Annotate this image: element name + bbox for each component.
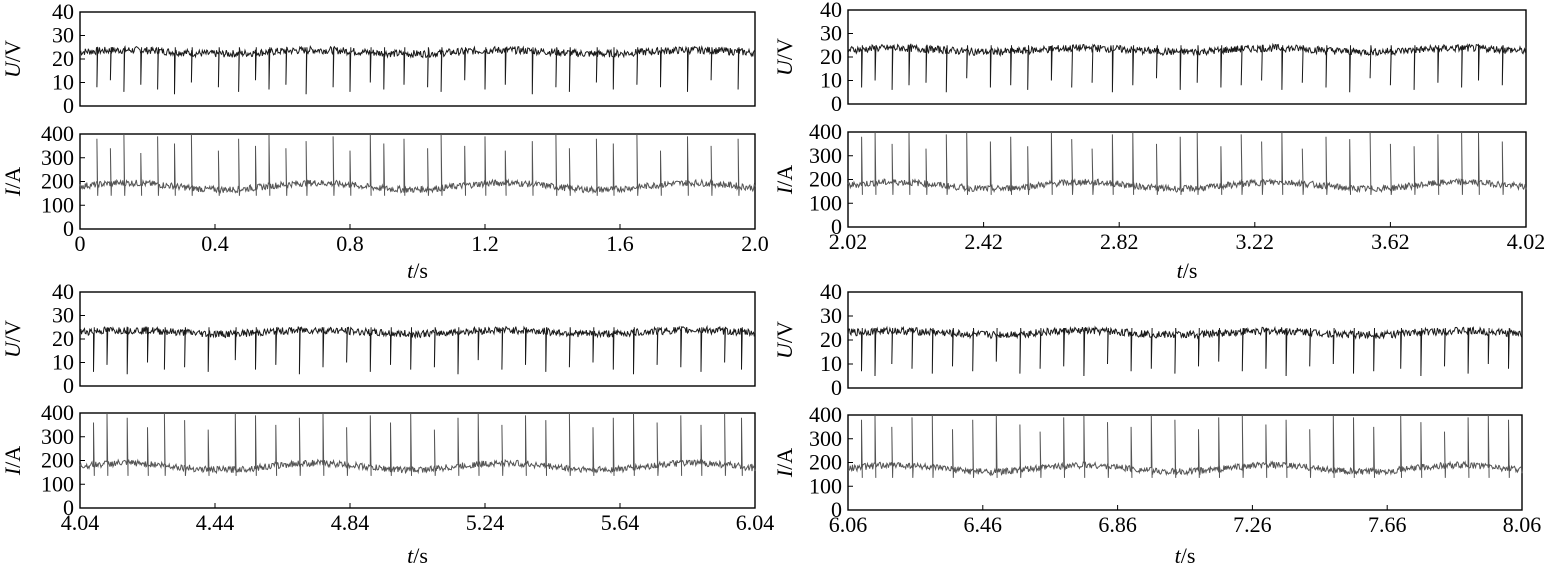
- voltage-y-tick-label: 30: [820, 21, 842, 46]
- voltage-y-tick-label: 0: [63, 93, 74, 118]
- current-y-tick-label: 400: [41, 121, 74, 146]
- current-series-line: [847, 414, 1523, 478]
- current-y-tick-label: 300: [41, 424, 74, 449]
- current-y-tick-label: 200: [41, 448, 74, 473]
- current-y-tick-label: 200: [809, 167, 842, 192]
- voltage-y-tick-label: 20: [52, 46, 74, 71]
- current-y-axis-title: I/A: [0, 167, 25, 197]
- current-y-tick-label: 100: [809, 473, 842, 498]
- current-series-line: [847, 131, 1527, 195]
- voltage-y-tick-label: 40: [820, 279, 842, 304]
- voltage-y-tick-label: 40: [820, 0, 842, 22]
- voltage-y-tick-label: 10: [820, 68, 842, 93]
- voltage-plot-frame: [847, 9, 1527, 105]
- current-y-axis-title: I/A: [0, 446, 25, 476]
- current-series-line: [79, 133, 756, 196]
- current-y-tick-label: 0: [831, 214, 842, 239]
- x-tick-label: 0.8: [336, 231, 364, 256]
- voltage-y-tick-label: 40: [52, 0, 74, 24]
- x-tick-label: 8.06: [1503, 512, 1542, 537]
- voltage-series-line: [79, 45, 756, 95]
- voltage-series-line: [847, 42, 1527, 93]
- current-y-tick-label: 300: [809, 426, 842, 451]
- x-tick-label: 6.46: [964, 512, 1003, 537]
- voltage-y-tick-label: 0: [831, 91, 842, 116]
- current-y-tick-label: 200: [41, 169, 74, 194]
- x-tick-label: 2.0: [741, 231, 769, 256]
- current-y-tick-label: 400: [41, 400, 74, 425]
- x-tick-label: 1.2: [471, 231, 499, 256]
- voltage-y-tick-label: 10: [820, 351, 842, 376]
- x-tick-label: 6.06: [829, 512, 868, 537]
- current-plot-frame: [79, 412, 756, 509]
- voltage-y-tick-label: 40: [52, 279, 74, 304]
- current-y-tick-label: 100: [41, 471, 74, 496]
- x-tick-label: 0: [75, 231, 86, 256]
- voltage-series-line: [79, 324, 756, 375]
- x-tick-label: 4.44: [196, 510, 235, 535]
- current-y-tick-label: 400: [809, 119, 842, 144]
- voltage-y-tick-label: 30: [52, 23, 74, 48]
- x-axis-title: t/s: [407, 543, 428, 568]
- x-tick-label: 7.26: [1233, 512, 1272, 537]
- x-axis-title: t/s: [407, 258, 428, 283]
- voltage-series-line: [847, 325, 1523, 377]
- x-tick-label: 5.24: [466, 510, 505, 535]
- current-y-axis-title: I/A: [772, 165, 797, 195]
- voltage-y-tick-label: 20: [52, 326, 74, 351]
- x-tick-label: 4.04: [61, 510, 100, 535]
- voltage-y-tick-label: 0: [63, 373, 74, 398]
- x-axis-title: t/s: [1175, 543, 1196, 568]
- voltage-y-tick-label: 30: [820, 303, 842, 328]
- voltage-y-tick-label: 0: [831, 375, 842, 400]
- voltage-y-tick-label: 10: [52, 350, 74, 375]
- voltage-y-tick-label: 10: [52, 70, 74, 95]
- x-tick-label: 2.82: [1100, 229, 1139, 254]
- current-series-line: [79, 412, 756, 476]
- voltage-y-axis-title: U/V: [772, 321, 797, 359]
- current-y-tick-label: 300: [41, 145, 74, 170]
- x-tick-label: 6.86: [1098, 512, 1137, 537]
- voltage-y-axis-title: U/V: [0, 40, 25, 78]
- current-y-tick-label: 100: [809, 190, 842, 215]
- x-tick-label: 3.22: [1236, 229, 1275, 254]
- voltage-y-axis-title: U/V: [772, 38, 797, 76]
- current-y-tick-label: 0: [63, 495, 74, 520]
- current-y-tick-label: 400: [809, 402, 842, 427]
- voltage-y-axis-title: U/V: [0, 320, 25, 358]
- x-tick-label: 2.02: [829, 229, 868, 254]
- current-y-tick-label: 0: [831, 497, 842, 522]
- current-y-tick-label: 300: [809, 143, 842, 168]
- x-tick-label: 4.84: [331, 510, 370, 535]
- current-plot-frame: [847, 131, 1527, 228]
- current-plot-frame: [79, 133, 756, 230]
- x-tick-label: 5.64: [601, 510, 640, 535]
- x-axis-title: t/s: [1177, 258, 1198, 283]
- voltage-plot-frame: [79, 291, 756, 387]
- voltage-y-tick-label: 20: [820, 44, 842, 69]
- current-y-tick-label: 200: [809, 450, 842, 475]
- x-tick-label: 0.4: [201, 231, 229, 256]
- x-tick-label: 7.66: [1368, 512, 1407, 537]
- x-tick-label: 6.04: [736, 510, 775, 535]
- voltage-plot-frame: [79, 11, 756, 107]
- x-tick-label: 2.42: [964, 229, 1003, 254]
- current-y-tick-label: 0: [63, 216, 74, 241]
- current-y-axis-title: I/A: [772, 448, 797, 478]
- x-tick-label: 3.62: [1371, 229, 1410, 254]
- x-tick-label: 4.02: [1507, 229, 1546, 254]
- voltage-y-tick-label: 20: [820, 327, 842, 352]
- voltage-y-tick-label: 30: [52, 303, 74, 328]
- x-tick-label: 1.6: [606, 231, 634, 256]
- current-y-tick-label: 100: [41, 192, 74, 217]
